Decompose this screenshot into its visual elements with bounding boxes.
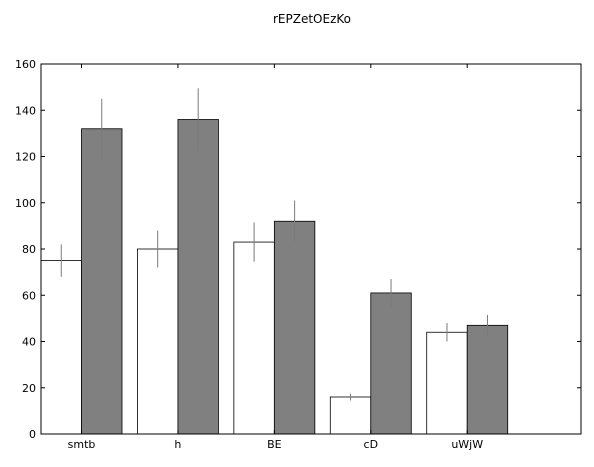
x-tick-label: cD [364,438,379,451]
y-tick-label: 20 [22,382,36,395]
bar-series2-smtb [81,128,123,435]
x-tick-label: BE [267,438,282,451]
bar-series1-smtb [40,260,82,435]
bars-layer [40,119,509,435]
y-tick-label: 0 [29,428,36,441]
bar-series2-uWjW [466,324,509,435]
y-tick-label: 140 [15,104,36,117]
y-tick-label: 100 [15,197,36,210]
x-tick-label: uWjW [451,438,483,451]
x-tick-label: h [174,438,181,451]
y-tick-label: 40 [22,336,36,349]
error-bars-layer [60,88,488,401]
bar-series2-cD [370,292,412,435]
bar-series2-BE [273,220,316,435]
axis-layer: 0 20 40 60 80 100 120 140 160 smtb h BE cD uWjW [15,58,581,451]
y-tick-label: 120 [15,151,36,164]
bar-series1-h [137,248,179,435]
bar-series2-h [177,119,219,435]
bar-series1-cD [329,396,372,435]
bar-series1-BE [233,241,275,435]
y-tick-label: 60 [22,289,36,302]
x-tick-label: smtb [68,438,96,451]
y-tick-label: 160 [15,58,36,71]
chart-title: rEPZetOEzKo [273,12,351,26]
y-tick-label: 80 [22,243,36,256]
bar-series1-uWjW [426,331,468,435]
